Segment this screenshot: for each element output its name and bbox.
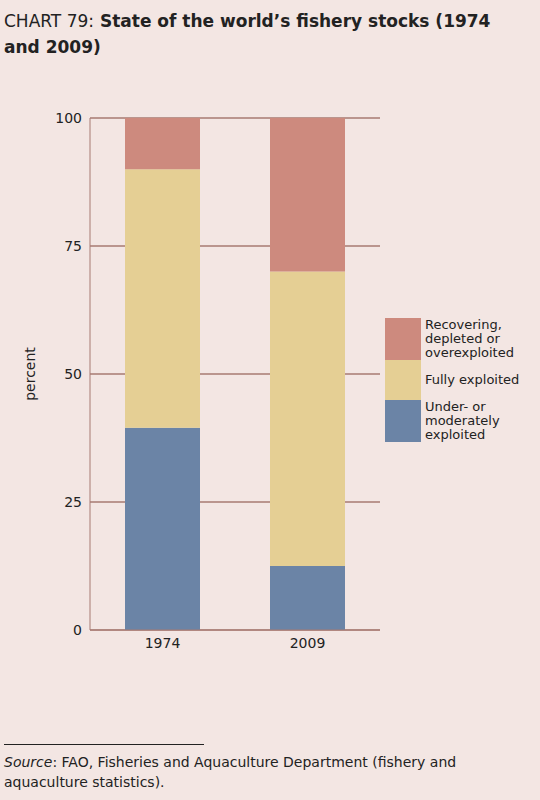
svg-text:75: 75 — [64, 238, 82, 254]
svg-text:0: 0 — [73, 622, 82, 638]
html-text:CHART 79: State of the world’s: CHART 79: State of the world’s fishery s… — [4, 11, 491, 57]
svg-text:percent: percent — [22, 347, 38, 401]
svg-text:50: 50 — [64, 366, 82, 382]
svg-text:25: 25 — [64, 494, 82, 510]
svg-text:2009: 2009 — [290, 635, 326, 651]
svg-text:1974: 1974 — [145, 635, 181, 651]
html-text:Recovering, depleted or overex: Recovering, depleted or overexploited — [425, 317, 514, 360]
svg-text:100: 100 — [55, 110, 82, 126]
html-text:Under- or moderately exploited: Under- or moderately exploited — [425, 399, 500, 442]
html-text:Fully exploited: Fully exploited — [425, 372, 520, 387]
html-text:Source: FAO, Fisheries and Aqu: Source: FAO, Fisheries and Aquaculture D… — [4, 754, 457, 790]
